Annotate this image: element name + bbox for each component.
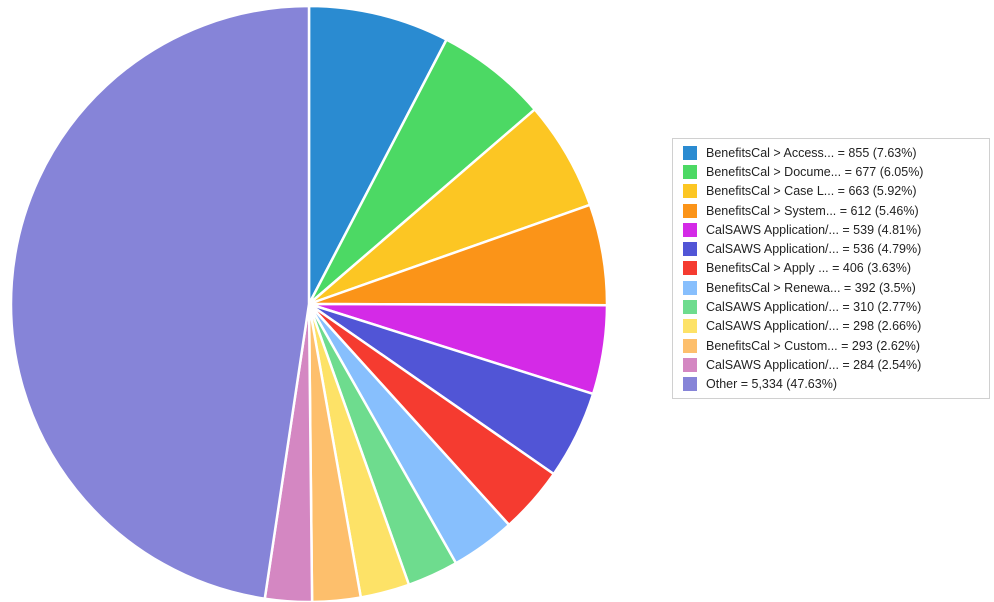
- pie-slice-12[interactable]: [9, 4, 311, 600]
- legend-label: BenefitsCal > Apply ... = 406 (3.63%): [706, 261, 911, 276]
- legend-swatch: [683, 319, 697, 334]
- legend-item[interactable]: BenefitsCal > Renewa... = 392 (3.5%): [683, 278, 983, 297]
- legend-swatch: [683, 300, 697, 315]
- legend-swatch: [683, 338, 697, 353]
- legend-label: BenefitsCal > Docume... = 677 (6.05%): [706, 164, 924, 179]
- legend-swatch: [683, 261, 697, 276]
- legend-label: BenefitsCal > Case L... = 663 (5.92%): [706, 184, 917, 199]
- pie-chart: [9, 4, 609, 602]
- legend-item[interactable]: CalSAWS Application/... = 536 (4.79%): [683, 239, 983, 258]
- legend-item[interactable]: BenefitsCal > Docume... = 677 (6.05%): [683, 162, 983, 181]
- legend-label: CalSAWS Application/... = 284 (2.54%): [706, 357, 922, 372]
- legend-item[interactable]: BenefitsCal > Case L... = 663 (5.92%): [683, 182, 983, 201]
- legend-item[interactable]: Other = 5,334 (47.63%): [683, 375, 983, 394]
- legend-label: BenefitsCal > Custom... = 293 (2.62%): [706, 338, 920, 353]
- legend-label: BenefitsCal > Renewa... = 392 (3.5%): [706, 280, 916, 295]
- legend-item[interactable]: BenefitsCal > Apply ... = 406 (3.63%): [683, 259, 983, 278]
- legend-label: BenefitsCal > System... = 612 (5.46%): [706, 203, 919, 218]
- legend-swatch: [683, 145, 697, 160]
- legend-item[interactable]: BenefitsCal > Access... = 855 (7.63%): [683, 143, 983, 162]
- legend-item[interactable]: CalSAWS Application/... = 310 (2.77%): [683, 297, 983, 316]
- legend-item[interactable]: BenefitsCal > System... = 612 (5.46%): [683, 201, 983, 220]
- legend-swatch: [683, 164, 697, 179]
- legend-item[interactable]: CalSAWS Application/... = 284 (2.54%): [683, 355, 983, 374]
- legend-swatch: [683, 184, 697, 199]
- legend-swatch: [683, 203, 697, 218]
- legend-label: CalSAWS Application/... = 536 (4.79%): [706, 242, 922, 257]
- legend-swatch: [683, 242, 697, 257]
- legend-swatch: [683, 280, 697, 295]
- legend-item[interactable]: BenefitsCal > Custom... = 293 (2.62%): [683, 336, 983, 355]
- legend-swatch: [683, 377, 697, 392]
- legend-item[interactable]: CalSAWS Application/... = 539 (4.81%): [683, 220, 983, 239]
- pie-slice-0[interactable]: [307, 4, 448, 306]
- chart-legend: BenefitsCal > Access... = 855 (7.63%) Ben…: [672, 138, 990, 399]
- legend-label: Other = 5,334 (47.63%): [706, 377, 837, 392]
- legend-label: CalSAWS Application/... = 539 (4.81%): [706, 222, 922, 237]
- legend-swatch: [683, 357, 697, 372]
- legend-swatch: [683, 222, 697, 237]
- legend-label: CalSAWS Application/... = 310 (2.77%): [706, 300, 922, 315]
- legend-label: BenefitsCal > Access... = 855 (7.63%): [706, 145, 917, 160]
- legend-label: CalSAWS Application/... = 298 (2.66%): [706, 319, 922, 334]
- legend-item[interactable]: CalSAWS Application/... = 298 (2.66%): [683, 317, 983, 336]
